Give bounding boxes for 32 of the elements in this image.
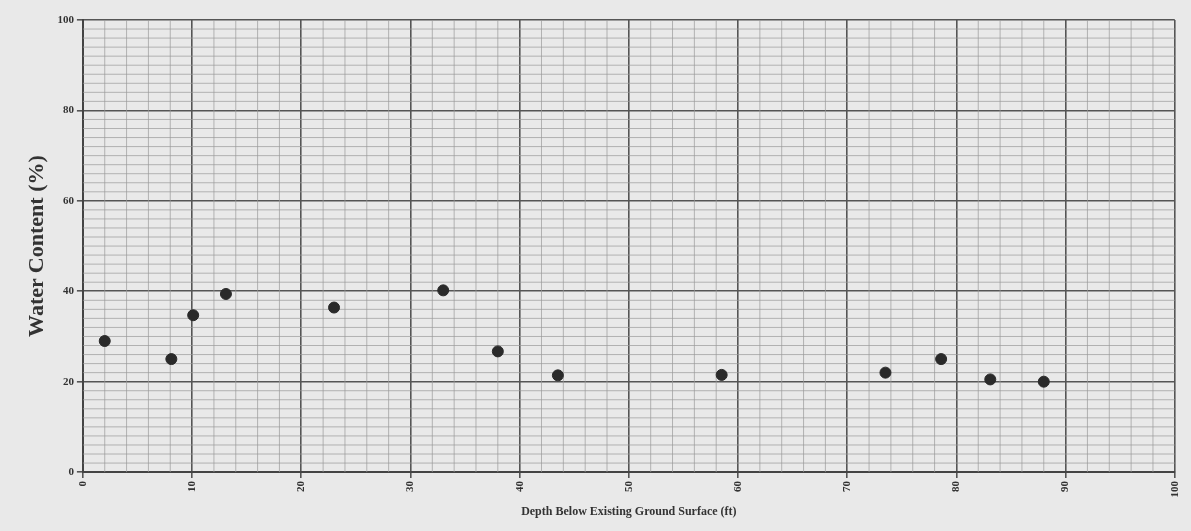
- point: [715, 368, 728, 381]
- point: [219, 287, 232, 300]
- x-tick-label: 100: [1167, 480, 1180, 498]
- point: [98, 334, 111, 347]
- x-tick-label: 30: [403, 480, 416, 493]
- x-tick-label: 20: [294, 480, 307, 493]
- y-tick-label: 40: [62, 284, 75, 297]
- x-tick-label: 10: [184, 480, 197, 493]
- y-tick-label: 0: [68, 464, 75, 477]
- x-tick-label: 40: [512, 480, 525, 493]
- x-tick-label: 50: [621, 480, 634, 493]
- point: [328, 301, 341, 314]
- y-tick-label: 100: [57, 12, 75, 25]
- point: [491, 345, 504, 358]
- y-tick-label: 20: [62, 374, 75, 387]
- x-axis-title: Depth Below Existing Ground Surface (ft): [521, 503, 737, 518]
- x-tick-label: 70: [840, 480, 853, 493]
- x-tick-label: 0: [75, 480, 88, 487]
- x-tick-label: 80: [949, 480, 962, 493]
- y-tick-label: 80: [62, 103, 75, 116]
- x-tick-label: 60: [730, 480, 743, 493]
- point: [984, 373, 997, 386]
- y-tick-label: 60: [62, 193, 75, 206]
- point: [551, 369, 564, 382]
- point: [187, 309, 200, 322]
- y-axis-title: Water Content (%): [22, 155, 48, 337]
- point: [935, 353, 948, 366]
- point: [879, 366, 892, 379]
- point: [165, 353, 178, 366]
- point: [1037, 375, 1050, 388]
- point: [437, 284, 450, 297]
- x-tick-label: 90: [1058, 480, 1071, 493]
